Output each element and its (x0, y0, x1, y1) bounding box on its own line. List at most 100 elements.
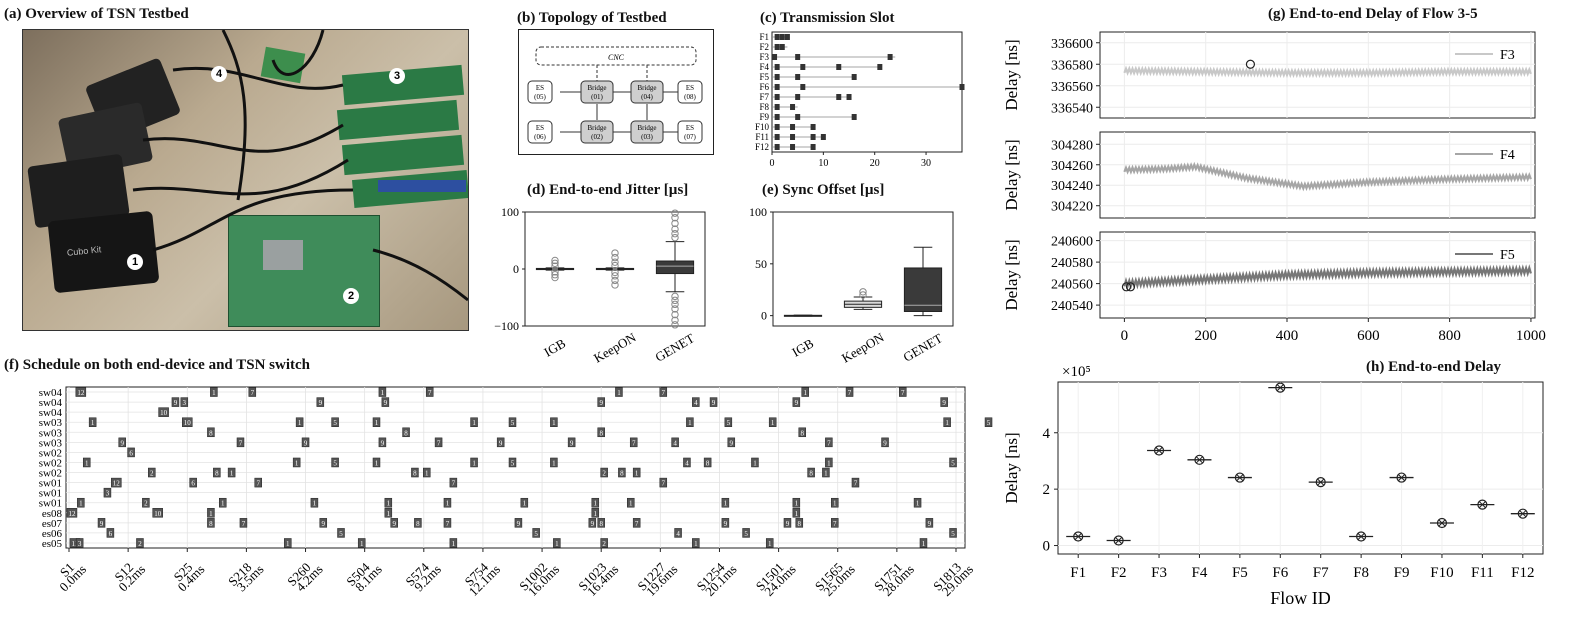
row-label: sw02 (39, 468, 62, 480)
delay-point-cross (1115, 537, 1122, 544)
schedule-mark-label: 5 (511, 459, 515, 467)
schedule-mark-label: 9 (120, 439, 124, 447)
schedule-mark-label: 5 (511, 419, 515, 427)
schedule-mark (378, 437, 387, 448)
schedule-mark (851, 477, 860, 488)
schedule-mark-label: 1 (771, 419, 775, 427)
panel-b-title: (b) Topology of Testbed (517, 10, 667, 26)
schedule-mark-label: 7 (662, 480, 666, 488)
slot-mark (774, 114, 780, 120)
schedule-mark (316, 397, 325, 407)
blue-board (378, 180, 466, 192)
badge-4: 4 (211, 66, 227, 82)
flier (551, 273, 559, 282)
schedule-mark-label: 5 (534, 530, 538, 538)
slot-mark (774, 124, 780, 130)
schedule-mark (508, 417, 517, 427)
y-tick-label: 4 (1043, 426, 1051, 442)
x-axis-label: Flow ID (1270, 588, 1331, 608)
schedule-mark (248, 387, 257, 397)
schedule-mark (443, 518, 452, 528)
schedule-mark (310, 497, 319, 508)
schedule-mark (913, 497, 922, 508)
schedule-mark (66, 508, 78, 518)
schedule-mark (765, 538, 774, 548)
flier (671, 316, 679, 325)
schedule-mark (337, 528, 345, 538)
outlier-point (1245, 59, 1256, 69)
delay-point-cross (1438, 519, 1446, 527)
delay-point (1073, 531, 1084, 542)
schedule-mark (372, 457, 381, 468)
legend-label: F4 (1500, 148, 1515, 163)
schedule-mark (632, 467, 641, 478)
slot-mark (774, 64, 780, 70)
slot-mark (774, 34, 780, 40)
schedule-mark-label: 2 (602, 540, 606, 548)
schedule-mark (301, 437, 310, 448)
schedule-mark-label: 7 (437, 439, 441, 447)
flier (551, 271, 559, 279)
slot-mark (774, 134, 780, 140)
schedule-mark (949, 528, 957, 538)
topology-diagram: CNC ES(05)Bridge(01)Bridge(04)ES(08)ES(0… (518, 29, 714, 155)
schedule-mark (984, 417, 993, 427)
outlier-point (1121, 282, 1132, 292)
y-tick-label: −100 (494, 319, 519, 333)
schedule-mark (514, 518, 523, 528)
y-tick-label: 50 (755, 257, 767, 271)
delay-point (1315, 476, 1326, 488)
schedule-mark (801, 387, 809, 397)
schedule-mark-label: 1 (617, 389, 621, 397)
schedule-mark-label: 1 (387, 510, 391, 518)
x-tick-label: 30 (921, 158, 931, 169)
y-axis-label: Delay [ns] (1002, 432, 1021, 503)
badge-3: 3 (389, 68, 405, 84)
schedule-mark-label: 6 (191, 480, 195, 488)
schedule-mark-label: 1 (724, 500, 728, 508)
schedule-mark (703, 457, 712, 468)
y-tick-label: 0 (761, 309, 767, 323)
slot-mark (810, 134, 816, 140)
schedule-mark (949, 457, 957, 468)
schedule-mark (567, 437, 576, 448)
schedule-mark (724, 417, 733, 427)
schedule-mark-label: 9 (724, 520, 728, 528)
delay-point (1396, 472, 1407, 483)
schedule-mark (721, 518, 730, 528)
flow-label: F11 (755, 132, 769, 142)
delay-point-cross (1398, 474, 1405, 481)
schedule-mark (292, 457, 301, 468)
schedule-mark-label: 1 (945, 419, 949, 427)
schedule-mark (792, 497, 801, 508)
x-tick-label: F4 (1192, 565, 1208, 581)
x-tick-label: F1 (1070, 565, 1086, 581)
row-label: sw01 (39, 478, 62, 490)
schedule-mark (496, 437, 505, 448)
schedule-mark (532, 528, 540, 538)
schedule-mark (384, 497, 393, 508)
flier (551, 259, 559, 267)
y-tick-label: 304240 (1051, 179, 1093, 194)
schedule-mark-label: 1 (452, 540, 456, 548)
schedule-mark-label: 1 (827, 459, 831, 467)
schedule-mark (213, 467, 221, 478)
x-tick-label: 600 (1357, 328, 1380, 344)
schedule-mark (390, 518, 398, 528)
flier (671, 300, 679, 309)
schedule-mark (127, 447, 135, 458)
slot-mark (820, 134, 826, 140)
row-label: es06 (42, 528, 63, 540)
testbed-photo: Cubo Kit 1 2 3 4 (22, 29, 469, 331)
node-label: Bridge (637, 84, 656, 92)
node-id: (01) (591, 93, 603, 101)
node-es07 (677, 120, 703, 144)
flow-label: F10 (755, 122, 770, 132)
slot-mark (877, 64, 883, 70)
delay-point-cross (1317, 478, 1325, 486)
schedule-mark-label: 5 (339, 530, 343, 538)
schedule-mark-label: 8 (404, 429, 408, 437)
schedule-mark-label: 1 (85, 459, 89, 467)
delay-point (1113, 535, 1124, 546)
flier (611, 249, 619, 257)
